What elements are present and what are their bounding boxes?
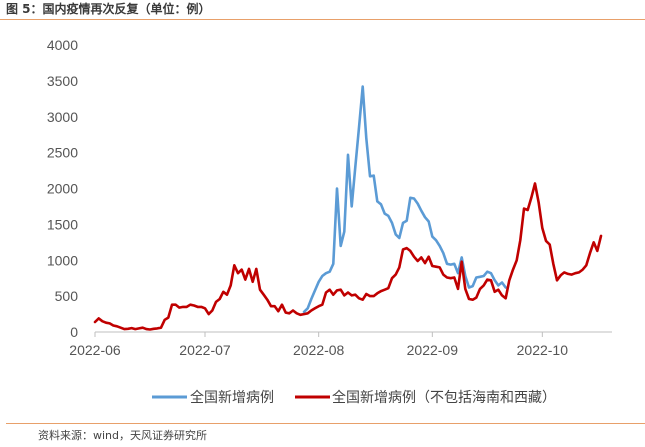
- x-axis-ticks: 2022-06 2022-07 2022-08 2022-09 2022-10: [69, 332, 568, 358]
- y-tick-label: 4000: [47, 37, 78, 53]
- x-tick-label: 2022-08: [293, 342, 345, 358]
- figure-title: 图 5：国内疫情再次反复（单位：例）: [6, 2, 211, 16]
- x-tick-label: 2022-07: [179, 342, 231, 358]
- top-rule: [0, 19, 645, 20]
- y-tick-label: 500: [55, 288, 79, 304]
- legend-item-excl-hainan-tibet-label: 全国新增病例（不包括海南和西藏）: [332, 389, 556, 406]
- series-group: [93, 85, 603, 331]
- y-tick-label: 1500: [47, 216, 78, 232]
- y-tick-label: 0: [70, 324, 78, 340]
- line-chart: 0 500 1000 1500 2000 2500 3000 3500 4000 2022-06…: [47, 37, 612, 406]
- y-tick-label: 1000: [47, 252, 78, 268]
- series-line-national: [302, 85, 507, 314]
- y-tick-label: 2000: [47, 181, 78, 197]
- x-tick-label: 2022-09: [407, 342, 459, 358]
- source-note: 资料来源：wind，天风证券研究所: [38, 429, 208, 442]
- x-tick-label: 2022-06: [69, 342, 121, 358]
- x-tick-label: 2022-10: [517, 342, 569, 358]
- y-tick-label: 2500: [47, 145, 78, 161]
- legend: 全国新增病例 全国新增病例（不包括海南和西藏）: [152, 389, 556, 406]
- y-tick-label: 3000: [47, 109, 78, 125]
- y-tick-label: 3500: [47, 73, 78, 89]
- y-axis-ticks: 0 500 1000 1500 2000 2500 3000 3500 4000: [47, 37, 78, 340]
- series-line-excl-hainan-tibet: [93, 182, 603, 331]
- bottom-rule: [6, 423, 645, 424]
- legend-item-national-label: 全国新增病例: [190, 389, 274, 406]
